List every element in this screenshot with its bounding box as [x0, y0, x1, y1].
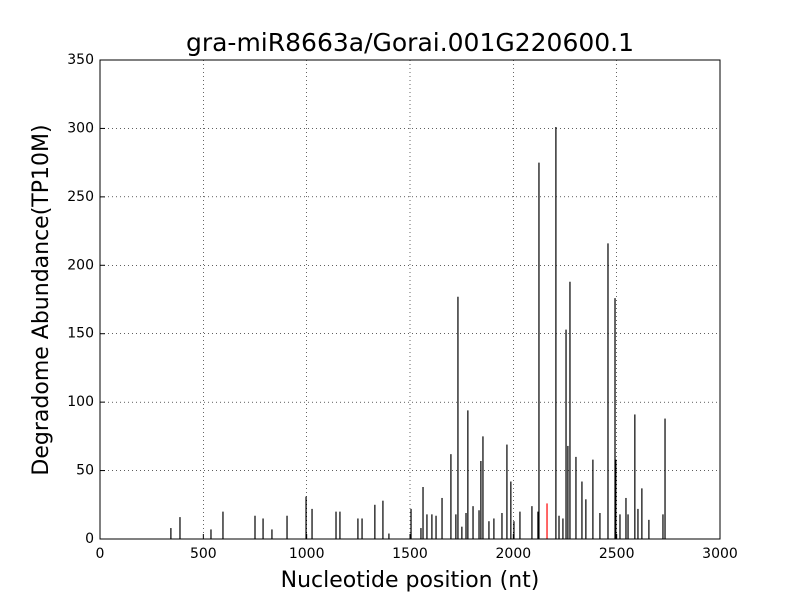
y-tick-label: 50 [76, 463, 94, 479]
plot-frame [99, 59, 721, 540]
x-tick-label: 3000 [702, 546, 738, 562]
x-tick-label: 0 [96, 546, 105, 562]
x-tick-label: 2500 [599, 546, 635, 562]
chart-title: gra-miR8663a/Gorai.001G220600.1 [186, 28, 634, 57]
x-tick-label: 2000 [496, 546, 532, 562]
x-tick-label: 500 [190, 546, 217, 562]
x-axis-label: Nucleotide position (nt) [281, 568, 540, 593]
y-axis-label: Degradome Abundance(TP10M) [29, 124, 54, 475]
y-tick-label: 100 [67, 394, 94, 410]
x-tick-label: 1000 [289, 546, 325, 562]
y-tick-label: 150 [67, 326, 94, 342]
y-tick-label: 350 [67, 52, 94, 68]
y-tick-label: 300 [67, 120, 94, 136]
x-tick-label: 1500 [392, 546, 428, 562]
plot-area: 0 50 100 150 200 250 300 350 0 500 1000 1500 2000 250… [67, 52, 738, 562]
y-tick-label: 0 [85, 531, 94, 547]
y-tick-label: 200 [67, 257, 94, 273]
y-tick-label: 250 [67, 189, 94, 205]
